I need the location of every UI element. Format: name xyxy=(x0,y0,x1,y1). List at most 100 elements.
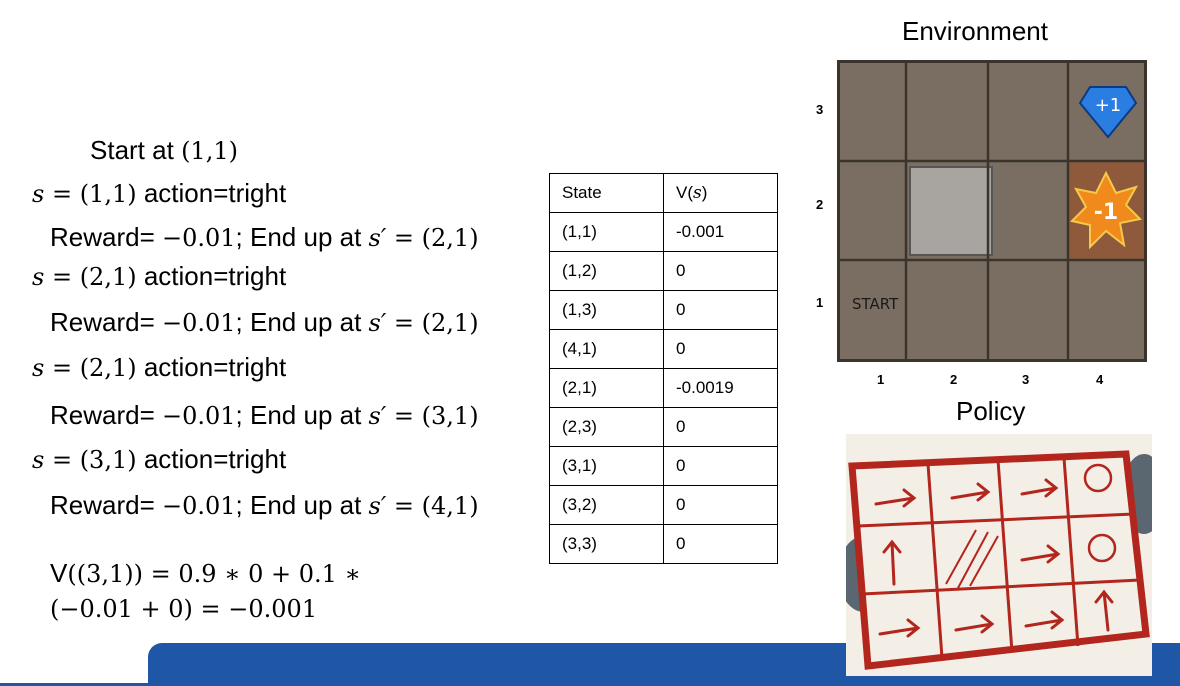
next-state-symbol: s′ = xyxy=(368,309,422,337)
step-4-reward-line: Reward= −0.01; End up at s′ = (4,1) xyxy=(50,489,479,522)
gridworld-environment: +1 -1 START xyxy=(837,60,1147,362)
header-value-prefix: V( xyxy=(676,183,693,202)
value-cell: -0.001 xyxy=(663,212,778,252)
fire-penalty-label: -1 xyxy=(1094,200,1118,225)
state-cell: (3,1) xyxy=(549,446,664,486)
gridworld-drawing: +1 -1 START xyxy=(840,63,1144,359)
start-line: Start at (1,1) xyxy=(90,134,238,167)
value-cell: 0 xyxy=(663,407,778,447)
table-row: (4,1) 0 xyxy=(549,329,778,369)
state-symbol: s = xyxy=(32,180,80,208)
reward-prefix: Reward= xyxy=(50,222,162,252)
value-cell: 0 xyxy=(663,524,778,564)
table-body: (1,1) -0.001 (1,2) 0 (1,3) 0 (4,1) 0 (2,1) -0.001… xyxy=(549,212,778,564)
state-value: (2,1) xyxy=(79,263,137,291)
state-cell: (3,3) xyxy=(549,524,664,564)
action-text: action=tright xyxy=(136,352,287,382)
state-symbol: s = xyxy=(32,354,80,382)
value-cell: 0 xyxy=(663,446,778,486)
header-value: V(s) xyxy=(663,173,778,213)
value-function-symbol: V xyxy=(50,558,68,588)
step-2-state-line: s = (2,1) action=tright xyxy=(32,260,286,293)
next-state-symbol: s′ = xyxy=(368,224,422,252)
step-3-state-line: s = (2,1) action=tright xyxy=(32,351,286,384)
next-state-symbol: s′ = xyxy=(368,402,422,430)
state-cell: (3,2) xyxy=(549,485,664,525)
table-row: (2,3) 0 xyxy=(549,407,778,447)
state-cell: (4,1) xyxy=(549,329,664,369)
reward-prefix: Reward= xyxy=(50,400,162,430)
step-4-state-line: s = (3,1) action=tright xyxy=(32,443,286,476)
table-row: (3,2) 0 xyxy=(549,485,778,525)
table-row: (1,2) 0 xyxy=(549,251,778,291)
state-value: (3,1) xyxy=(79,446,137,474)
state-symbol: s = xyxy=(32,446,80,474)
reward-value: −0.01 xyxy=(162,492,236,520)
table-row: (3,1) 0 xyxy=(549,446,778,486)
reward-prefix: Reward= xyxy=(50,490,162,520)
grid-lines xyxy=(840,63,1144,359)
next-state-value: (2,1) xyxy=(421,309,479,337)
step-2-reward-line: Reward= −0.01; End up at s′ = (2,1) xyxy=(50,306,479,339)
end-text: ; End up at xyxy=(235,307,369,337)
value-cell: 0 xyxy=(663,329,778,369)
start-coord: (1,1) xyxy=(181,137,238,165)
step-1-state-line: s = (1,1) action=tright xyxy=(32,177,286,210)
row-label-3: 3 xyxy=(816,102,824,117)
wall-block xyxy=(909,166,993,256)
action-text: action=tright xyxy=(136,178,287,208)
end-text: ; End up at xyxy=(235,400,369,430)
state-cell: (2,3) xyxy=(549,407,664,447)
value-table: State V(s) (1,1) -0.001 (1,2) 0 (1,3) 0 (4,1) 0… xyxy=(549,173,778,564)
gem-reward-label: +1 xyxy=(1095,95,1122,116)
value-formula-line-2: (−0.01 + 0) = −0.001 xyxy=(50,592,317,625)
table-row: (1,3) 0 xyxy=(549,290,778,330)
value-cell: 0 xyxy=(663,251,778,291)
row-label-2: 2 xyxy=(816,197,824,212)
reward-value: −0.01 xyxy=(162,402,236,430)
table-header-row: State V(s) xyxy=(549,173,778,213)
state-cell: (1,1) xyxy=(549,212,664,252)
end-text: ; End up at xyxy=(235,490,369,520)
state-value: (2,1) xyxy=(79,354,137,382)
header-state: State xyxy=(549,173,664,213)
policy-sketch xyxy=(838,434,1166,676)
end-text: ; End up at xyxy=(235,222,369,252)
happy-face-icon xyxy=(1083,463,1113,493)
policy-title: Policy xyxy=(956,396,1026,426)
policy-arrows xyxy=(874,478,1114,638)
start-label: Start at xyxy=(90,135,174,165)
start-cell-label: START xyxy=(852,295,899,313)
reward-prefix: Reward= xyxy=(50,307,162,337)
header-value-suffix: ) xyxy=(701,183,708,202)
value-cell: 0 xyxy=(663,485,778,525)
col-label-4: 4 xyxy=(1096,372,1104,387)
reward-value: −0.01 xyxy=(162,309,236,337)
formula-math-2: (−0.01 + 0) = −0.001 xyxy=(50,595,318,623)
next-state-value: (2,1) xyxy=(421,224,479,252)
header-value-var: s xyxy=(693,183,702,203)
action-text: action=tright xyxy=(136,261,287,291)
policy-grid-lines xyxy=(857,457,1141,659)
action-text: action=tright xyxy=(136,444,287,474)
policy-frame xyxy=(848,450,1150,670)
table-row: (1,1) -0.001 xyxy=(549,212,778,252)
step-1-reward-line: Reward= −0.01; End up at s′ = (2,1) xyxy=(50,221,479,254)
state-symbol: s = xyxy=(32,263,80,291)
environment-title: Environment xyxy=(902,16,1048,46)
next-state-symbol: s′ = xyxy=(368,492,422,520)
value-cell: 0 xyxy=(663,290,778,330)
next-state-value: (4,1) xyxy=(421,492,479,520)
col-label-1: 1 xyxy=(877,372,885,387)
policy-drawing xyxy=(838,450,1166,670)
col-label-3: 3 xyxy=(1022,372,1030,387)
sad-face-icon xyxy=(1087,533,1117,563)
formula-math-1: ((3,1)) = 0.9 ∗ 0 + 0.1 ∗ xyxy=(67,560,361,588)
footer-line xyxy=(0,683,148,686)
gem-icon xyxy=(1078,86,1138,139)
value-formula-line-1: V((3,1)) = 0.9 ∗ 0 + 0.1 ∗ xyxy=(50,557,361,590)
step-3-reward-line: Reward= −0.01; End up at s′ = (3,1) xyxy=(50,399,479,432)
table-row: (3,3) 0 xyxy=(549,524,778,564)
state-cell: (2,1) xyxy=(549,368,664,408)
next-state-value: (3,1) xyxy=(421,402,479,430)
